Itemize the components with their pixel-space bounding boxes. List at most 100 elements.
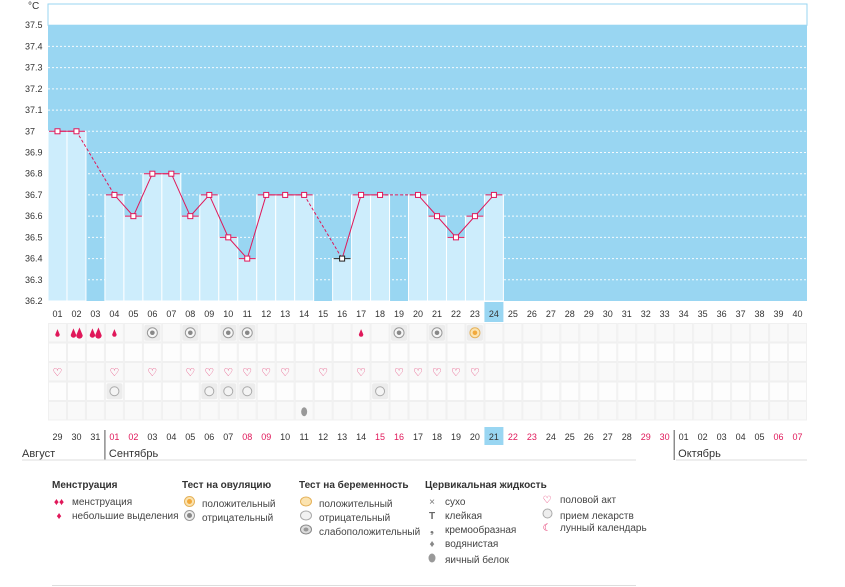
legend-label: положительный [202,499,276,510]
calendar-date-label: 15 [375,432,385,442]
symbol-cell [427,401,447,421]
cycle-day-label: 07 [166,309,176,319]
symbol-cell [332,323,352,343]
temperature-bar [351,194,372,302]
temperature-line [246,194,267,259]
symbol-cell [484,362,504,382]
symbol-cell [731,401,751,421]
symbol-cell [332,362,352,382]
temperature-point [415,191,422,198]
cycle-day-label: 01 [52,309,62,319]
symbol-cell [617,323,637,343]
legend-label: менструация [72,497,133,508]
moon-icon: ☾ [542,523,552,534]
symbol-cell [636,381,656,401]
legend-label: прием лекарств [560,511,634,522]
cycle-day-label: 39 [774,309,784,319]
symbol-cell [389,401,409,421]
symbol-cell [123,381,143,401]
legend-menstruation-title: Менструация [52,480,118,491]
symbol-cell [522,323,542,343]
y-tick-label: 37.5 [25,20,43,30]
symbol-cell [769,362,789,382]
symbol-cell [351,401,371,421]
legend-label: кремообразная [445,525,517,536]
calendar-date-label: 02 [128,432,138,442]
legend-item-ovulation-negative: отрицательный [182,510,275,524]
symbol-cell [427,362,447,382]
symbol-cell [142,362,162,382]
symbol-cell [560,381,580,401]
y-tick-label: 37.4 [25,41,43,51]
symbol-cell [161,342,181,362]
symbol-cell [66,362,86,382]
legend-label: сухо [445,497,466,508]
month-label: Август [22,448,55,460]
symbol-cell [522,381,542,401]
legend-label: лунный календарь [560,523,647,534]
symbol-cell [48,342,67,362]
symbol-cell [332,381,352,401]
symbol-cell [237,342,257,362]
temperature-point [358,191,365,198]
y-tick-label: 36.9 [25,148,43,158]
symbol-cell [66,342,86,362]
cycle-day-label: 20 [413,309,423,319]
legend-pregnancy: Тест на беременность положительный отриц… [299,480,420,538]
symbol-cell [503,342,523,362]
symbol-cell [294,323,314,343]
cycle-day-label: 31 [622,309,632,319]
heart-icon: ♡ [223,367,233,379]
legend-item-pregnancy-weak: слабоположительный [299,524,420,538]
cycle-day-label: 12 [261,309,271,319]
heart-icon: ♡ [432,367,442,379]
calendar-date-label: 12 [318,432,328,442]
symbol-cell [104,401,124,421]
symbol-cell [598,381,618,401]
ovulation-icon-core [396,330,402,336]
symbol-cell [522,362,542,382]
temperature-point [377,191,384,198]
heart-icon: ♡ [147,367,157,379]
symbol-cell [142,342,162,362]
symbol-cell [294,342,314,362]
symbol-cell [199,401,219,421]
legend-label: водянистая [445,539,499,550]
symbol-cell [256,342,276,362]
y-tick-label: 36.3 [25,275,43,285]
ovulation-icon-core [150,330,155,336]
cycle-day-label: 15 [318,309,328,319]
calendar-date-label: 30 [660,432,670,442]
symbol-cell [712,362,732,382]
pill-icon [540,508,554,524]
symbol-cell [560,362,580,382]
ovulation-icon-core [434,330,440,336]
heart-icon: ♡ [356,367,366,379]
symbol-cell [66,381,86,401]
symbol-cell [408,381,428,401]
heart-icon: ♡ [451,367,461,379]
cycle-day-label: 38 [755,309,765,319]
symbol-cell [465,401,485,421]
symbol-cell [104,362,124,382]
y-tick-label: 37.3 [25,63,43,73]
temperature-point [490,191,497,198]
cycle-day-label: 17 [356,309,366,319]
cycle-day-label: 28 [565,309,575,319]
temperature-bar [47,130,68,302]
legend-item-creamy: ❟ кремообразная [425,524,547,538]
symbol-cell [750,342,770,362]
symbol-cell [579,323,599,343]
legend-label: клейкая [445,511,483,522]
symbol-cell [48,381,67,401]
symbol-cell [522,401,542,421]
legend-label: яичный белок [445,555,510,566]
calendar-date-label: 28 [622,432,632,442]
legend-pregnancy-title: Тест на беременность [299,480,409,491]
symbol-cell [674,362,694,382]
legend-label: слабоположительный [319,527,421,538]
temperature-bar [332,258,353,302]
symbol-cell [636,323,656,343]
temperature-bar [218,236,239,302]
symbol-cell [123,401,143,421]
